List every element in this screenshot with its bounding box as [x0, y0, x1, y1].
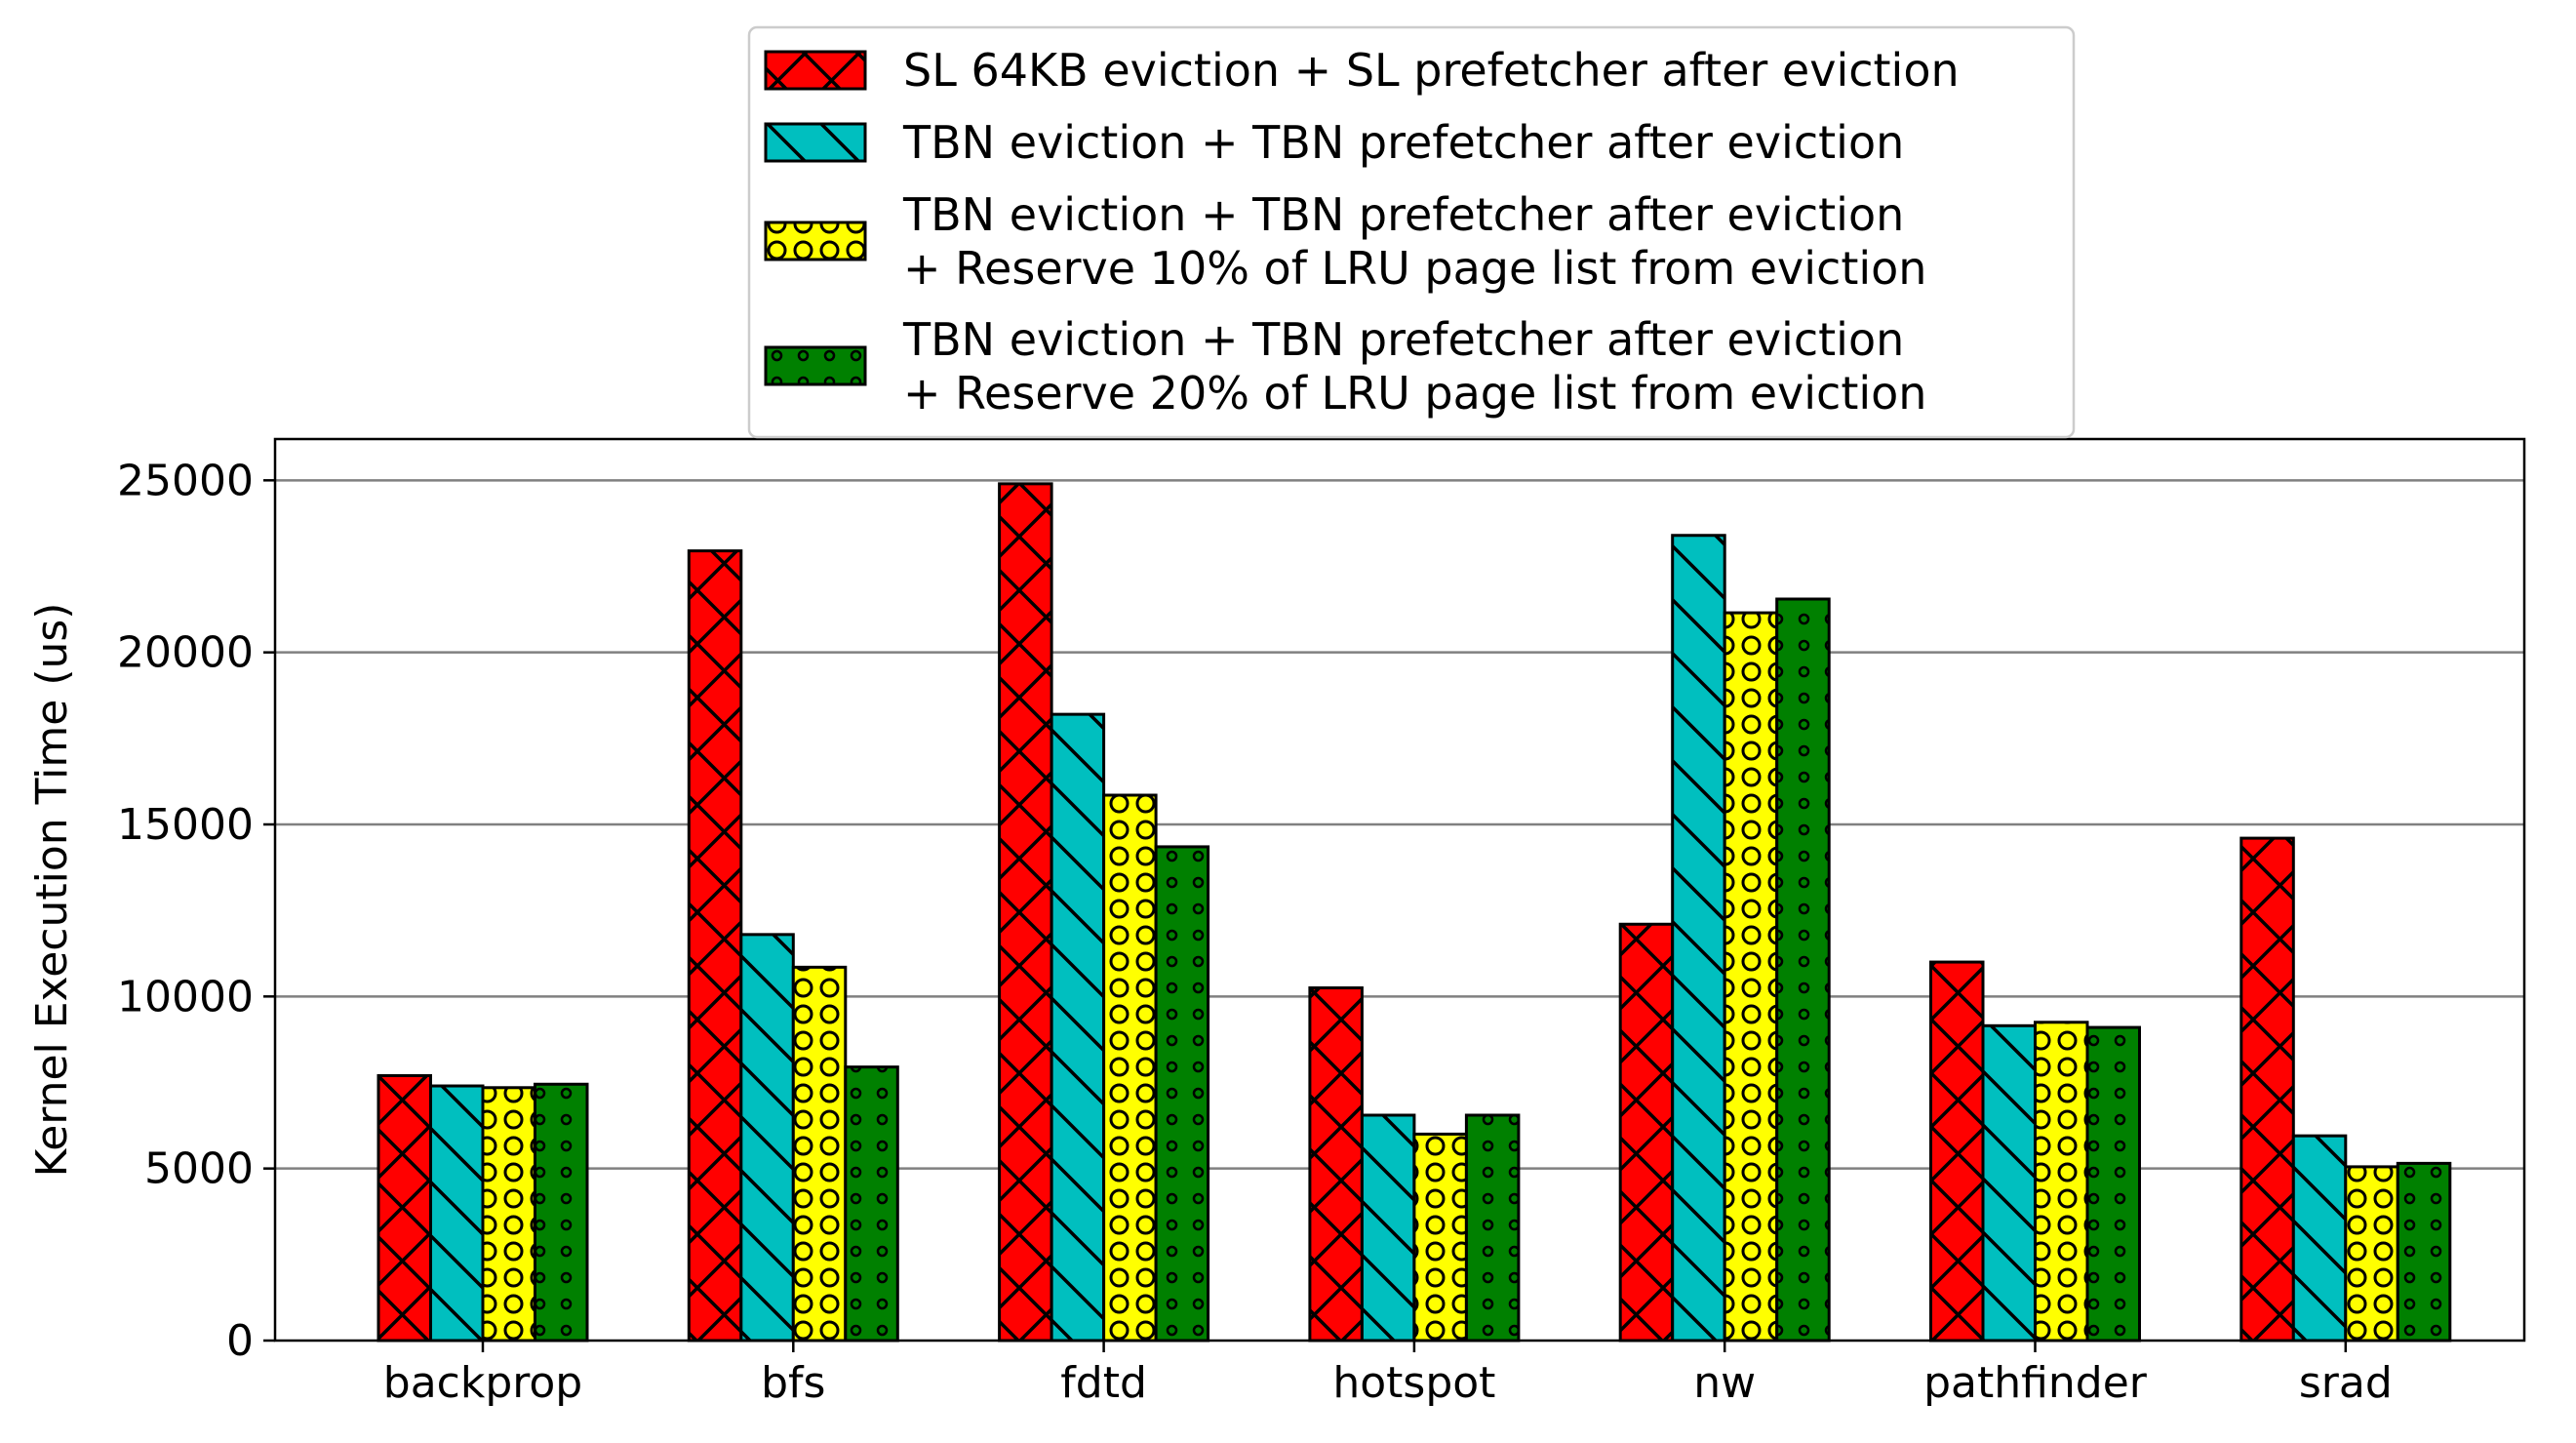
y-tick-label: 0	[226, 1316, 254, 1366]
y-tick-label: 10000	[117, 972, 254, 1022]
bar	[1981, 1023, 2037, 1343]
x-tick-label: backprop	[383, 1358, 582, 1408]
y-tick-label: 5000	[144, 1144, 254, 1194]
bar	[1775, 597, 1831, 1343]
legend-entry: TBN eviction + TBN prefetcher after evic…	[764, 116, 1904, 169]
y-tick-label: 20000	[117, 628, 254, 678]
bars	[376, 482, 2452, 1343]
legend-entry: SL 64KB eviction + SL prefetcher after e…	[764, 44, 1960, 97]
bar	[998, 482, 1053, 1343]
legend-entry: TBN eviction + TBN prefetcher after evic…	[764, 313, 1926, 420]
bar	[2085, 1025, 2141, 1343]
plot-frame	[273, 437, 2526, 1343]
legend-label: TBN eviction + TBN prefetcher after evic…	[902, 116, 1904, 169]
bar	[1050, 712, 1106, 1343]
bar	[1102, 793, 1158, 1343]
bar	[687, 549, 743, 1343]
legend-label: + Reserve 20% of LRU page list from evic…	[903, 367, 1926, 420]
bar	[1723, 611, 1779, 1343]
x-tick-label: pathfinder	[1923, 1358, 2148, 1408]
legend-label: TBN eviction + TBN prefetcher after evic…	[902, 313, 1904, 366]
legend-label: + Reserve 10% of LRU page list from evic…	[903, 242, 1926, 295]
bar	[2034, 1021, 2089, 1343]
gridlines	[275, 479, 2524, 1170]
bar	[2239, 836, 2295, 1343]
bar	[739, 933, 795, 1343]
y-tick-label: 15000	[117, 800, 254, 850]
bar	[1360, 1113, 1416, 1343]
legend-label: SL 64KB eviction + SL prefetcher after e…	[903, 44, 1960, 97]
legend-label: TBN eviction + TBN prefetcher after evic…	[902, 188, 1904, 241]
y-axis: 0 5000 10000 15000 20000 25000	[117, 456, 275, 1366]
x-tick-label: fdtd	[1060, 1358, 1147, 1408]
legend-swatch	[764, 345, 867, 386]
y-tick-label: 25000	[117, 456, 254, 505]
legend-swatch	[764, 50, 867, 91]
x-tick-label: nw	[1693, 1358, 1756, 1408]
legend-swatch	[764, 220, 867, 261]
legend-entry: TBN eviction + TBN prefetcher after evic…	[764, 188, 1926, 295]
x-tick-label: hotspot	[1332, 1358, 1495, 1408]
x-tick-label: bfs	[761, 1358, 825, 1408]
bar	[1464, 1113, 1521, 1343]
bar	[1308, 986, 1364, 1343]
y-axis-title: Kernel Execution Time (us)	[27, 603, 77, 1178]
bar	[844, 1065, 899, 1343]
bar	[1671, 534, 1726, 1343]
bar	[1412, 1132, 1468, 1343]
x-tick-label: srad	[2299, 1358, 2393, 1408]
bar	[534, 1082, 589, 1343]
bar	[2291, 1134, 2348, 1343]
bar	[481, 1086, 536, 1343]
bar	[376, 1073, 432, 1343]
bar	[1929, 960, 1985, 1343]
x-axis: backprop bfs fdtd hotspot nw pathfinder srad	[383, 1341, 2393, 1408]
legend: SL 64KB eviction + SL prefetcher after e…	[747, 25, 2076, 439]
bar	[791, 965, 848, 1343]
bar	[429, 1084, 485, 1343]
bar	[1154, 845, 1210, 1343]
legend-box	[747, 25, 2076, 439]
legend-swatch	[764, 122, 867, 163]
bar	[2396, 1161, 2452, 1343]
bar	[2344, 1165, 2399, 1343]
bar	[1618, 922, 1675, 1343]
